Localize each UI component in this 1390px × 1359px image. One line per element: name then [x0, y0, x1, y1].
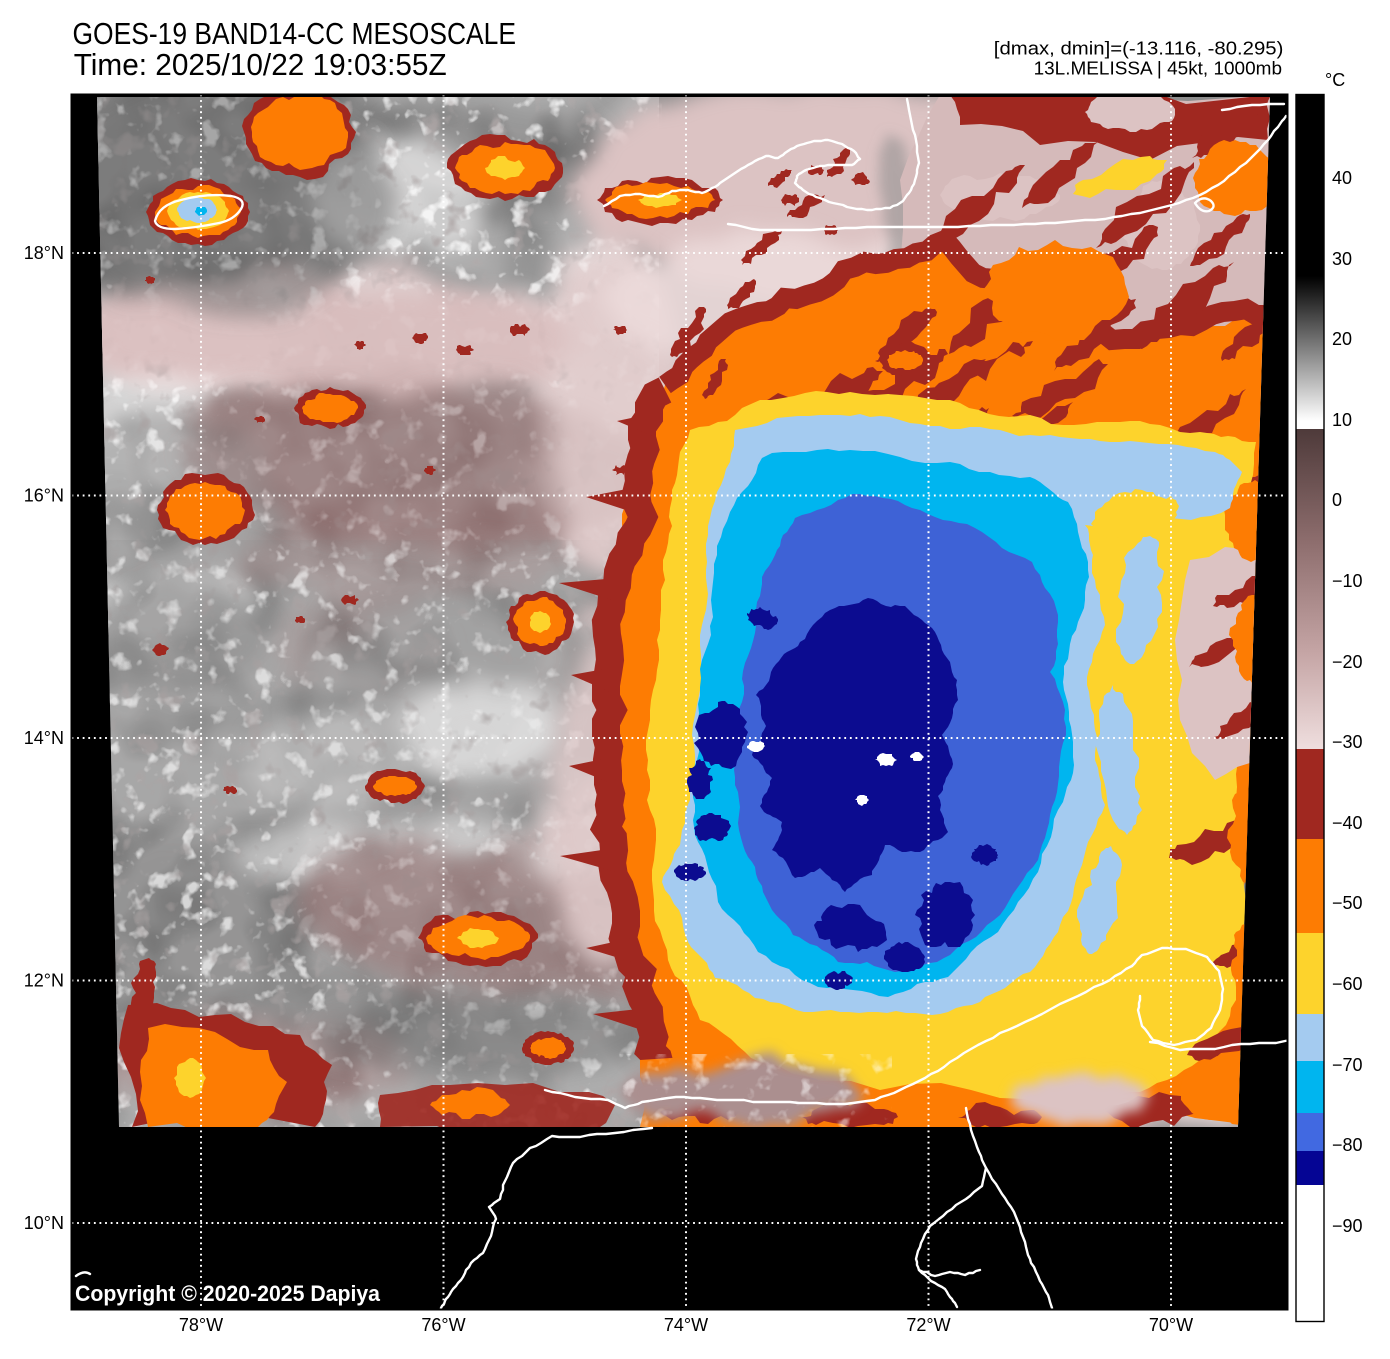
svg-text:−50: −50: [1332, 893, 1363, 913]
svg-text:13L.MELISSA | 45kt, 1000mb: 13L.MELISSA | 45kt, 1000mb: [1034, 58, 1282, 79]
svg-text:16°N: 16°N: [24, 486, 64, 506]
svg-text:Copyright © 2020-2025 Dapiya: Copyright © 2020-2025 Dapiya: [75, 1281, 381, 1306]
svg-text:0: 0: [1332, 490, 1342, 510]
svg-text:−90: −90: [1332, 1216, 1363, 1236]
svg-text:72°W: 72°W: [906, 1315, 950, 1335]
svg-text:[dmax, dmin]=(-13.116, -80.295: [dmax, dmin]=(-13.116, -80.295): [994, 38, 1284, 59]
svg-text:14°N: 14°N: [24, 728, 64, 748]
svg-text:12°N: 12°N: [24, 971, 64, 991]
svg-text:−20: −20: [1332, 652, 1363, 672]
svg-text:GOES-19 BAND14-CC MESOSCALE: GOES-19 BAND14-CC MESOSCALE: [73, 16, 517, 51]
svg-text:74°W: 74°W: [664, 1315, 708, 1335]
svg-text:−60: −60: [1332, 974, 1363, 994]
svg-text:30: 30: [1332, 249, 1352, 269]
svg-text:20: 20: [1332, 329, 1352, 349]
svg-text:Time: 2025/10/22 19:03:55Z: Time: 2025/10/22 19:03:55Z: [74, 47, 447, 82]
svg-text:−30: −30: [1332, 732, 1363, 752]
svg-text:°C: °C: [1325, 70, 1345, 90]
svg-text:−40: −40: [1332, 813, 1363, 833]
svg-text:−70: −70: [1332, 1055, 1363, 1075]
svg-text:10°N: 10°N: [24, 1213, 64, 1233]
svg-text:40: 40: [1332, 168, 1352, 188]
svg-text:70°W: 70°W: [1149, 1315, 1193, 1335]
svg-text:78°W: 78°W: [179, 1315, 223, 1335]
svg-text:76°W: 76°W: [421, 1315, 465, 1335]
svg-text:10: 10: [1332, 410, 1352, 430]
svg-text:−10: −10: [1332, 571, 1363, 591]
svg-text:−80: −80: [1332, 1135, 1363, 1155]
svg-text:18°N: 18°N: [24, 243, 64, 263]
